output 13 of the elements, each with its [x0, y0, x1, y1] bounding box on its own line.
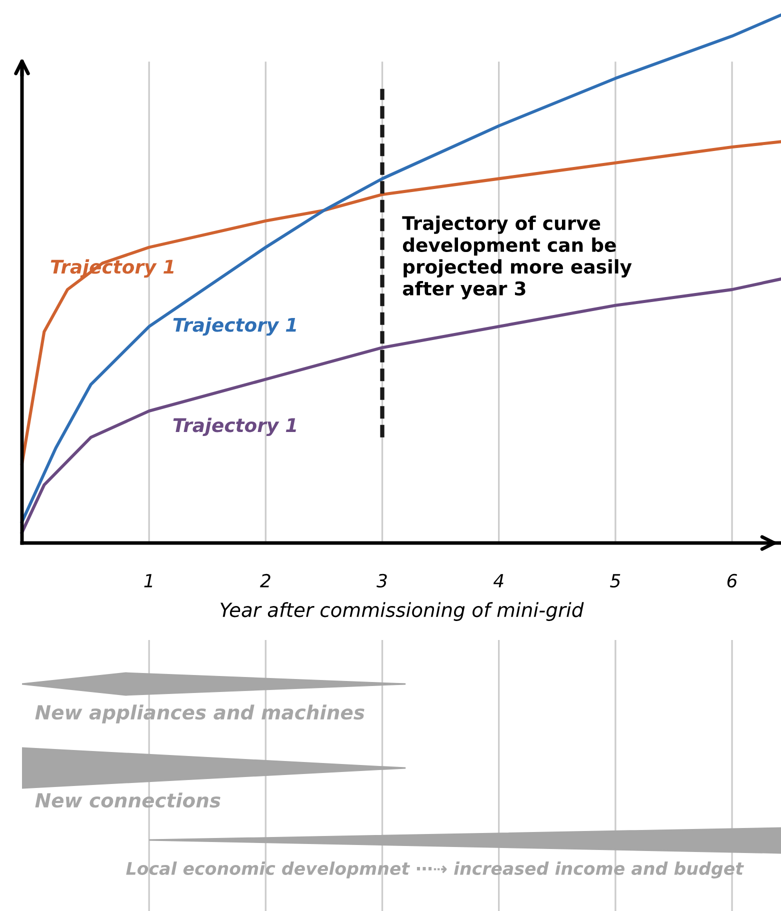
x-tick-label: 4 — [493, 574, 504, 588]
x-tick-label: 6 — [727, 574, 737, 588]
x-tick-label: 3 — [376, 574, 387, 588]
x-axis-title: Year after commissioning of mini-grid — [220, 602, 584, 621]
text: New connections — [35, 792, 220, 808]
text: Local economic developmnet ⋯⇢ increased income and budget — [126, 862, 744, 878]
x-tick-label: 1 — [144, 574, 152, 588]
x-tick-label: 5 — [610, 574, 620, 588]
series-label: Trajectory 1 — [173, 317, 296, 336]
x-tick-label: 2 — [260, 574, 270, 588]
text: New appliances and machines — [35, 704, 364, 724]
series-label: Trajectory 1 — [173, 418, 296, 436]
ref-line-label: Trajectory of curve development can be projected more easily after year 3 — [402, 216, 632, 300]
